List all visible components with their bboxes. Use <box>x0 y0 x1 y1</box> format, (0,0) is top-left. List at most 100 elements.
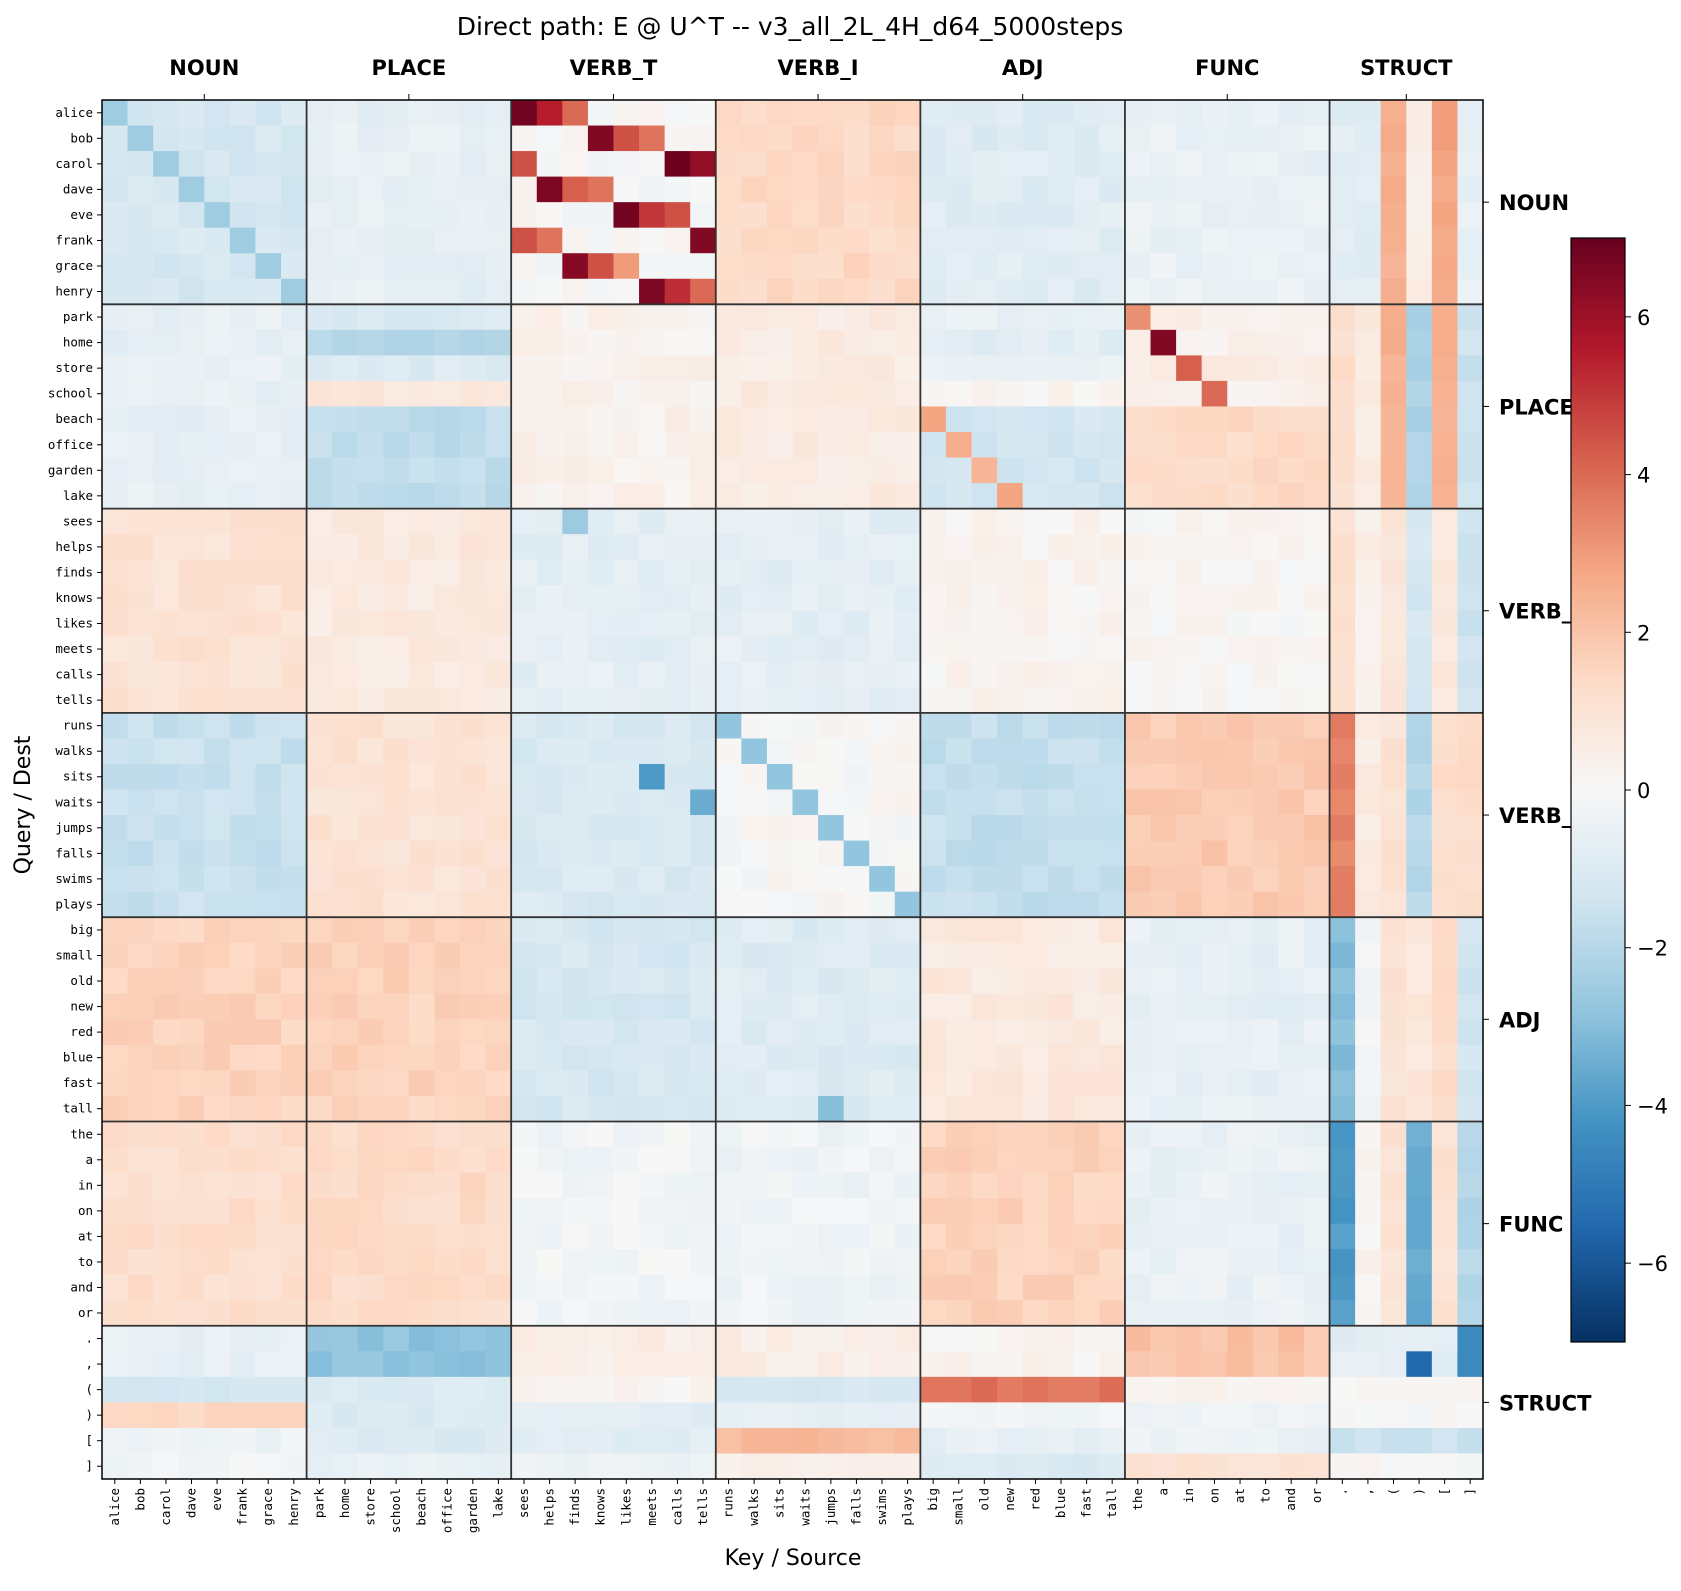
heatmap-cell <box>1073 1147 1100 1174</box>
heatmap-cell <box>1227 559 1254 586</box>
y-tick-label: the <box>70 1126 93 1141</box>
heatmap-cell <box>664 100 691 127</box>
heatmap-cell <box>562 1274 589 1301</box>
heatmap-cell <box>1176 508 1203 535</box>
heatmap-cell <box>332 483 359 510</box>
heatmap-cell <box>1355 355 1382 382</box>
heatmap-cell <box>153 508 180 535</box>
heatmap-cell <box>818 1427 845 1455</box>
heatmap-cell <box>766 253 794 280</box>
heatmap-cell <box>1406 789 1433 816</box>
heatmap-cell <box>1252 636 1279 663</box>
heatmap-cell <box>434 457 461 484</box>
heatmap-cell <box>1022 534 1049 561</box>
heatmap-cell <box>664 1172 691 1199</box>
heatmap-cell <box>587 763 615 791</box>
heatmap-cell <box>1278 508 1305 535</box>
heatmap-cell <box>741 100 768 127</box>
heatmap-cell <box>229 840 257 867</box>
heatmap-cell <box>690 1095 717 1123</box>
heatmap-cell <box>460 1325 487 1352</box>
heatmap-cell <box>1176 636 1203 663</box>
heatmap-cell <box>894 1019 921 1046</box>
heatmap-cell <box>997 355 1024 382</box>
heatmap-cell <box>281 687 308 714</box>
heatmap-cell <box>587 1300 615 1327</box>
heatmap-cell <box>1278 1325 1305 1352</box>
heatmap-cell <box>1431 687 1459 714</box>
heatmap-cell <box>536 483 563 510</box>
heatmap-cell <box>639 431 666 459</box>
heatmap-cell <box>818 304 845 331</box>
heatmap-cell <box>1457 687 1484 714</box>
heatmap-cell <box>997 100 1024 127</box>
heatmap-cell <box>1022 1172 1049 1199</box>
heatmap-cell <box>1355 1095 1382 1123</box>
heatmap-cell <box>229 1070 257 1097</box>
heatmap-cell <box>1252 457 1279 484</box>
heatmap-cell <box>997 1147 1024 1174</box>
heatmap-cell <box>562 661 589 688</box>
heatmap-cell <box>639 534 666 561</box>
heatmap-cell <box>332 789 359 816</box>
y-tick-label: waits <box>55 794 93 809</box>
heatmap-cell <box>1048 1249 1075 1276</box>
heatmap-cell <box>920 712 947 740</box>
heatmap-cell <box>1227 942 1254 969</box>
heatmap-cell <box>562 1453 589 1480</box>
heatmap-cell <box>1252 1376 1279 1403</box>
heatmap-cell <box>1150 610 1177 637</box>
heatmap-cell <box>1431 1351 1459 1378</box>
heatmap-cell <box>357 891 384 918</box>
heatmap-cell <box>1073 712 1100 740</box>
heatmap-cell <box>1150 1019 1177 1046</box>
heatmap-cell <box>383 202 410 229</box>
heatmap-cell <box>869 278 896 305</box>
heatmap-cell <box>460 585 487 612</box>
heatmap-cell <box>383 534 410 561</box>
heatmap-cell <box>1431 1453 1459 1480</box>
heatmap-cell <box>1099 840 1126 867</box>
heatmap-cell <box>1201 125 1228 152</box>
heatmap-cell <box>639 738 666 765</box>
heatmap-cell <box>920 1325 947 1352</box>
heatmap-cell <box>1380 815 1407 842</box>
heatmap-cell <box>1176 1147 1203 1174</box>
heatmap-cell <box>204 1223 231 1250</box>
heatmap-cell <box>639 304 666 331</box>
heatmap-cell <box>536 661 563 688</box>
heatmap-cell <box>997 763 1024 791</box>
heatmap-cell <box>178 1172 205 1199</box>
heatmap-cell <box>306 1019 333 1046</box>
heatmap-cell <box>383 1095 410 1123</box>
heatmap-cell <box>792 968 819 995</box>
heatmap-cell <box>204 610 231 637</box>
heatmap-cell <box>511 687 538 714</box>
heatmap-cell <box>102 1095 129 1123</box>
heatmap-cell <box>843 763 870 791</box>
heatmap-cell <box>766 993 794 1020</box>
heatmap-cell <box>971 610 998 637</box>
heatmap-cell <box>153 942 180 969</box>
heatmap-cell <box>383 1453 410 1480</box>
heatmap-cell <box>945 1095 973 1123</box>
heatmap-cell <box>1201 1198 1228 1225</box>
heatmap-cell <box>690 176 717 203</box>
heatmap-cell <box>869 1147 896 1174</box>
heatmap-cell <box>639 1095 666 1123</box>
heatmap-cell <box>818 534 845 561</box>
heatmap-cell <box>204 1019 231 1046</box>
heatmap-cell <box>383 891 410 918</box>
heatmap-cell <box>587 585 615 612</box>
heatmap-cell <box>1380 380 1407 408</box>
heatmap-cell <box>1406 227 1433 254</box>
heatmap-cell <box>1227 457 1254 484</box>
heatmap-cell <box>715 227 742 254</box>
heatmap-cell <box>997 1453 1024 1480</box>
heatmap-cell <box>536 891 563 918</box>
heatmap-cell <box>690 815 717 842</box>
heatmap-cell <box>408 304 436 331</box>
heatmap-cell <box>536 917 563 944</box>
heatmap-cell <box>587 431 615 459</box>
heatmap-cell <box>357 559 384 586</box>
